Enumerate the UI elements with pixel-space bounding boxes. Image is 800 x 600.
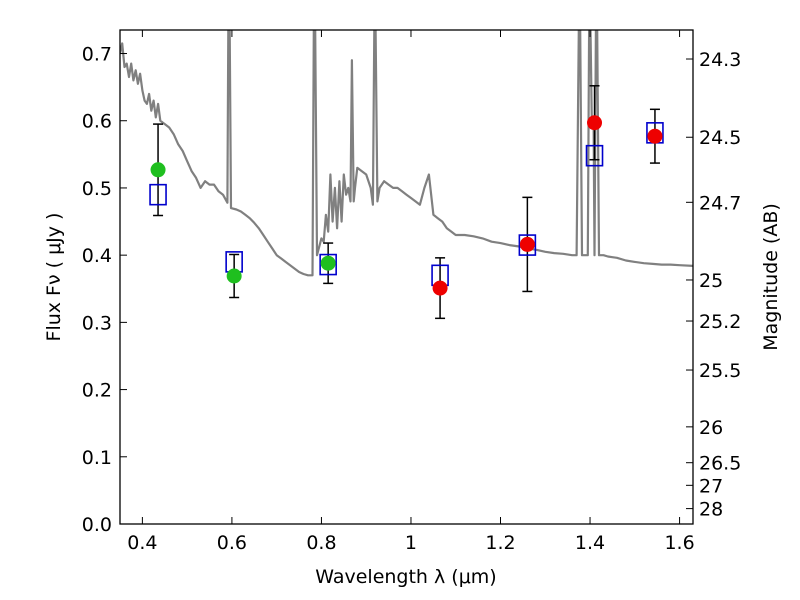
y2-tick-label: 27 xyxy=(699,475,723,497)
y-axis-label: Flux Fν ( μJy ) xyxy=(43,213,65,342)
observed-point-red xyxy=(647,128,663,144)
y2-tick-label: 24.3 xyxy=(699,49,741,71)
observed-point-green xyxy=(226,268,242,284)
observed-point-red xyxy=(587,115,603,131)
x-tick-label: 1.6 xyxy=(664,532,694,554)
y2-tick-label: 28 xyxy=(699,499,723,521)
y-tick-label: 0.4 xyxy=(82,245,112,267)
observed-point-green xyxy=(150,162,166,178)
tick-layer: 0.4 0.6 0.8 1 1.2 1.4 1.6 0.0 0.1 0.2 0.3 0.4 0.5 0.6… xyxy=(82,30,741,554)
x-tick-label: 1 xyxy=(405,532,417,554)
y2-tick-label: 24.5 xyxy=(699,127,741,149)
y2-tick-label: 25.5 xyxy=(699,360,741,382)
y2-axis-label: Magnitude (AB) xyxy=(760,203,782,351)
y-tick-label: 0.2 xyxy=(82,380,112,402)
x-tick-label: 0.4 xyxy=(127,532,157,554)
model-photometry-square xyxy=(319,253,337,276)
y2-tick-label: 26.5 xyxy=(699,453,741,475)
y2-tick-label: 25.2 xyxy=(699,311,741,333)
model-photometry-square xyxy=(585,144,604,167)
y-tick-label: 0.7 xyxy=(82,44,112,66)
model-photometry-square xyxy=(149,183,167,206)
x-tick-label: 0.6 xyxy=(217,532,247,554)
observed-point-red xyxy=(432,280,448,296)
plot-frame xyxy=(119,29,694,525)
y2-tick-label: 26 xyxy=(699,417,723,439)
y-tick-label: 0.0 xyxy=(82,514,112,536)
x-tick-label: 1.4 xyxy=(575,532,605,554)
x-tick-label: 0.8 xyxy=(306,532,336,554)
model-spectrum-line xyxy=(120,30,693,277)
spectrum-layer xyxy=(120,30,693,277)
y2-tick-label: 25 xyxy=(699,270,723,292)
model-photometry-square xyxy=(518,234,537,256)
observed-points-layer xyxy=(150,115,663,296)
observed-point-red xyxy=(519,236,535,252)
y2-tick-label: 24.7 xyxy=(699,192,741,214)
observed-point-green xyxy=(320,255,336,271)
y-tick-label: 0.3 xyxy=(82,312,112,334)
x-tick-label: 1.2 xyxy=(485,532,515,554)
y-tick-label: 0.5 xyxy=(82,178,112,200)
y-tick-label: 0.6 xyxy=(82,111,112,133)
errorbar-layer xyxy=(153,85,660,320)
x-axis-label: Wavelength λ (μm) xyxy=(315,566,496,588)
y-tick-label: 0.1 xyxy=(82,447,112,469)
